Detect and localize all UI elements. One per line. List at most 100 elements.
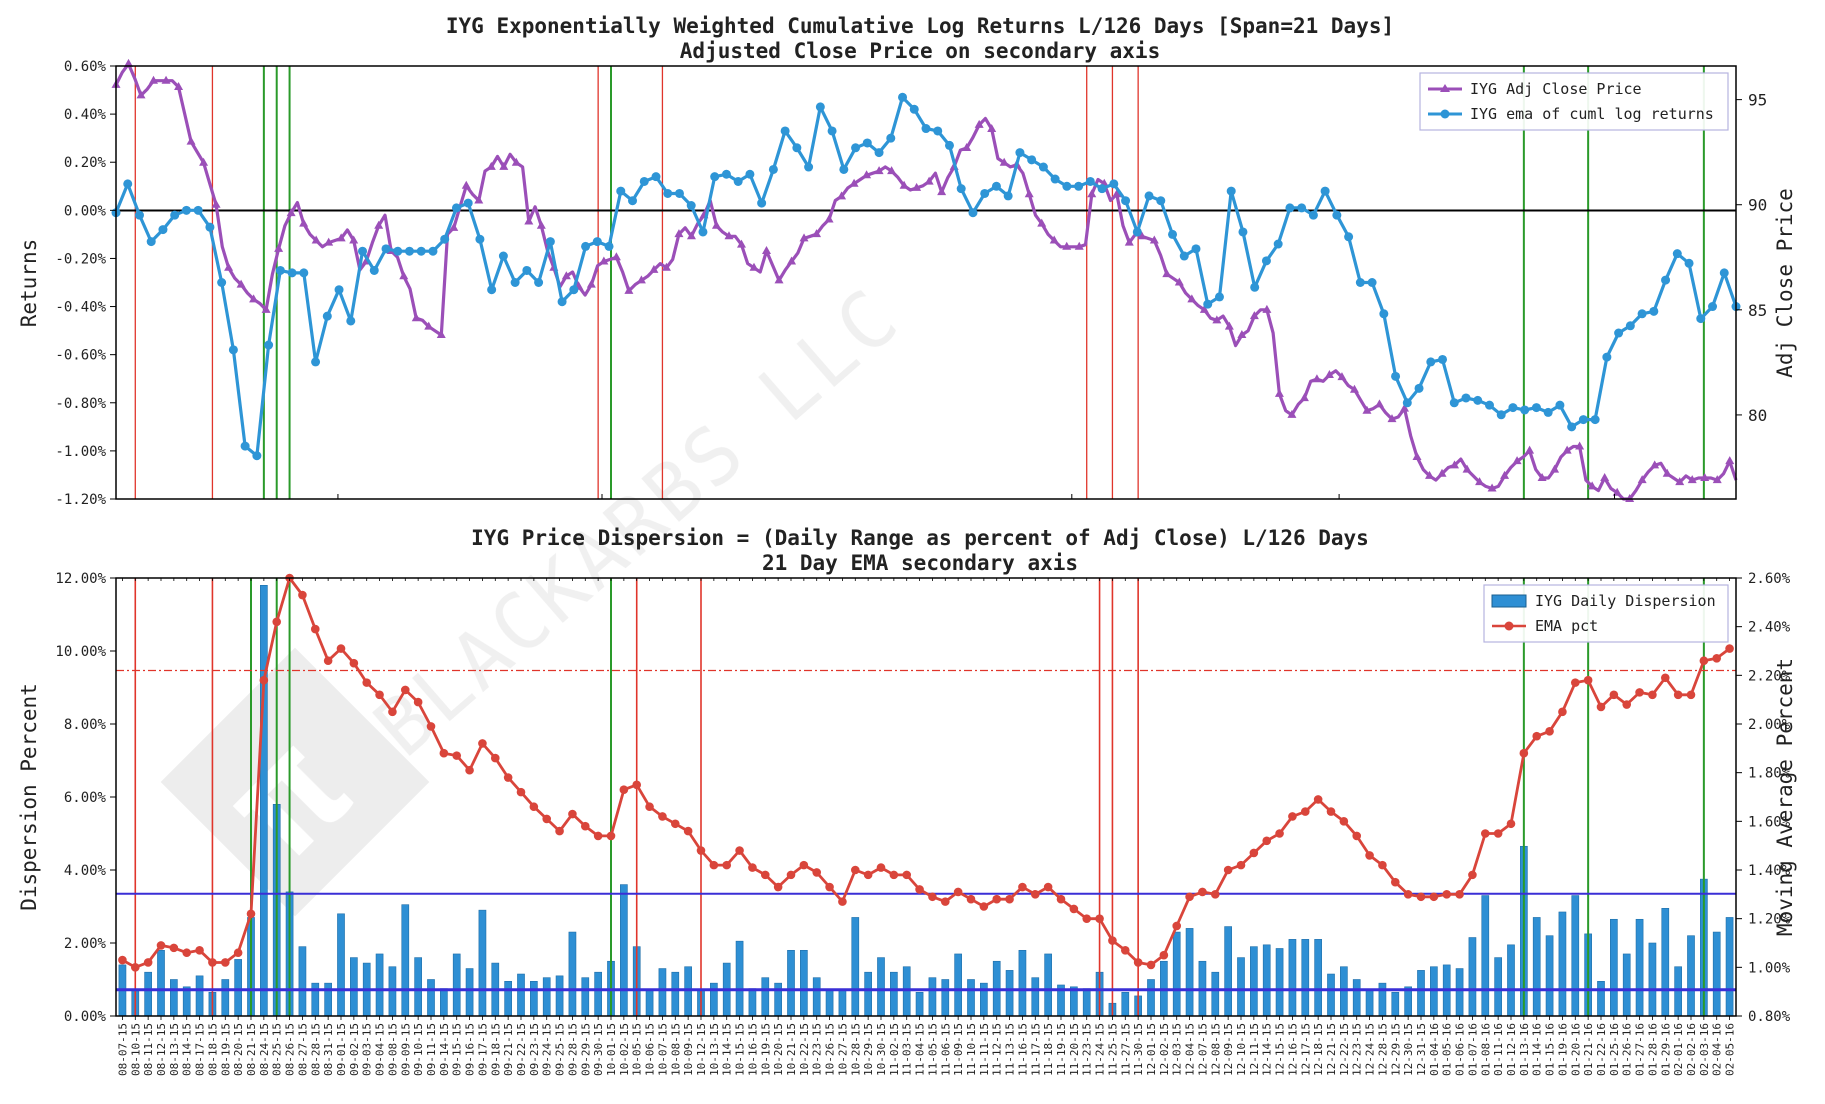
dispersion-bar	[620, 884, 628, 1017]
legend-dispersion-label: IYG Daily Dispersion	[1535, 592, 1716, 610]
dispersion-bar	[812, 977, 821, 1017]
price-point	[1662, 468, 1672, 477]
dispersion-bar	[1031, 977, 1040, 1017]
price-point	[812, 229, 822, 238]
price-point	[1374, 399, 1384, 408]
returns-point	[1379, 309, 1389, 319]
dispersion-x-tick-label: 09-18-15	[489, 1023, 502, 1076]
dispersion-bar	[902, 966, 911, 1017]
returns-point	[393, 246, 403, 256]
price-point	[299, 218, 309, 227]
legend-ema-label: EMA pct	[1535, 617, 1598, 635]
ema-y-label: Moving Average Percent	[1773, 658, 1797, 936]
ema-point	[1043, 882, 1053, 892]
dispersion-bar	[401, 904, 410, 1017]
dispersion-bar	[1275, 948, 1284, 1017]
dispersion-x-tick-label: 09-24-15	[541, 1023, 554, 1076]
price-point	[474, 195, 484, 204]
dispersion-bar	[337, 913, 345, 1017]
dispersion-bar	[1005, 970, 1014, 1017]
returns-y-tick-label: 0.00%	[64, 203, 107, 219]
returns-point	[1555, 400, 1565, 410]
ema-point	[709, 860, 719, 870]
dispersion-bar	[825, 990, 834, 1017]
ema-point	[246, 909, 256, 919]
price-point	[236, 279, 246, 288]
dispersion-y-tick-label: 0.00%	[64, 1009, 107, 1025]
returns-y-tick-label: -1.20%	[55, 492, 106, 508]
price-point	[1625, 494, 1635, 502]
returns-point	[1661, 275, 1671, 285]
dispersion-x-tick-label: 09-21-15	[502, 1023, 515, 1076]
returns-point	[252, 451, 262, 461]
returns-point	[1238, 227, 1248, 237]
dispersion-bar	[311, 982, 320, 1017]
dispersion-bar	[1455, 968, 1464, 1017]
dispersion-bar	[1674, 966, 1682, 1017]
ema-point	[272, 617, 282, 627]
returns-y-tick-label: -1.00%	[55, 444, 106, 460]
ema-point	[118, 955, 127, 965]
price-point	[1725, 456, 1735, 465]
price-point	[1437, 468, 1447, 477]
dispersion-x-tick-label: 09-09-15	[399, 1023, 412, 1076]
dispersion-x-tick-label: 12-08-15	[1209, 1023, 1222, 1076]
dispersion-x-tick-label: 12-16-15	[1286, 1023, 1299, 1076]
dispersion-bar	[1224, 926, 1232, 1017]
dispersion-bar	[440, 988, 448, 1017]
dispersion-x-tick-label: 09-16-15	[464, 1023, 477, 1076]
ema-point	[1416, 892, 1426, 902]
ema-point	[516, 787, 526, 797]
ema-point	[439, 748, 449, 758]
returns-point	[1414, 383, 1424, 393]
price-point	[1049, 235, 1059, 244]
returns-point	[1520, 405, 1530, 415]
returns-point	[1719, 268, 1729, 278]
dispersion-x-tick-label: 11-04-15	[914, 1023, 927, 1076]
price-point	[374, 220, 384, 229]
dispersion-x-tick-label: 11-09-15	[952, 1023, 965, 1076]
ema-point	[555, 826, 564, 836]
returns-x-axis	[337, 494, 1615, 499]
dispersion-x-tick-label: 09-01-15	[335, 1023, 348, 1076]
returns-point	[1567, 422, 1577, 432]
dispersion-chart-title: IYG Price Dispersion = (Daily Range as p…	[471, 526, 1369, 550]
returns-y-tick-label: -0.20%	[55, 251, 106, 267]
returns-point	[1543, 407, 1553, 417]
dispersion-bar	[594, 971, 602, 1017]
price-point	[461, 180, 471, 189]
ema-point	[542, 814, 552, 824]
returns-point	[592, 237, 602, 247]
ema-point	[1210, 890, 1220, 899]
dispersion-bar	[838, 990, 847, 1017]
returns-point	[440, 234, 450, 244]
dispersion-x-tick-label: 10-16-15	[746, 1023, 759, 1076]
dispersion-bar	[1327, 973, 1335, 1017]
price-point	[224, 262, 234, 271]
ema-point	[1288, 812, 1297, 821]
returns-point	[569, 285, 579, 295]
price-point	[1612, 487, 1622, 496]
price-point	[1312, 374, 1322, 383]
ema-point	[1300, 807, 1310, 816]
dispersion-x-tick-label: 10-30-15	[875, 1023, 888, 1076]
price-point	[1712, 475, 1722, 484]
ema-point	[362, 678, 372, 687]
returns-point	[1191, 244, 1201, 254]
dispersion-x-axis: 08-07-15 08-10-15 08-11-15 08-12-15 08-13-15…	[116, 578, 1737, 1076]
dispersion-bar	[1378, 982, 1387, 1017]
dispersion-bar	[1391, 991, 1400, 1017]
price-point	[1537, 472, 1547, 481]
ema-point	[838, 897, 847, 906]
price-point	[1262, 304, 1272, 313]
ema-point	[1480, 829, 1490, 838]
dispersion-x-tick-label: 01-13-16	[1518, 1023, 1531, 1076]
price-point	[436, 330, 446, 339]
returns-point	[1179, 251, 1189, 261]
returns-point	[839, 164, 849, 174]
dispersion-bar	[1494, 957, 1502, 1017]
dispersion-bar	[504, 981, 512, 1017]
ema-point	[568, 809, 577, 819]
returns-point	[581, 241, 591, 251]
